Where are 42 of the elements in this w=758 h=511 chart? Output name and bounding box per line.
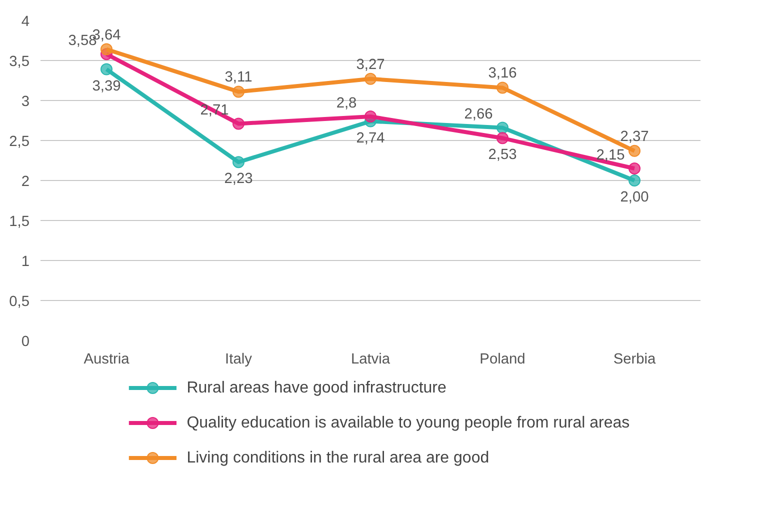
data-label: 2,37 — [620, 128, 649, 145]
data-label: 2,66 — [464, 106, 493, 123]
y-tick-label: 2 — [21, 174, 30, 190]
x-tick-label: Poland — [480, 352, 526, 368]
y-tick-label: 2,5 — [9, 134, 30, 150]
y-tick-label: 1,5 — [9, 214, 30, 230]
point — [496, 132, 508, 144]
legend-label: Rural areas have good infrastructure — [186, 380, 446, 396]
data-label: 3,27 — [356, 56, 385, 73]
data-label: 2,23 — [224, 171, 253, 188]
data-label: 3,16 — [488, 66, 517, 82]
x-tick-label: Italy — [225, 352, 253, 368]
point — [364, 110, 376, 122]
x-tick-label: Latvia — [350, 352, 391, 368]
point — [364, 72, 376, 85]
x-tick-label: Austria — [84, 352, 130, 368]
y-tick-label: 0,5 — [9, 294, 30, 310]
point — [628, 144, 640, 157]
data-label: 2,8 — [336, 96, 357, 112]
legend-label: Quality education is available to young people from rural areas — [186, 414, 630, 432]
y-tick-label: 4 — [21, 14, 30, 30]
point — [232, 156, 244, 168]
y-tick-label: 1 — [21, 254, 30, 270]
data-label: 2,15 — [596, 148, 625, 164]
point — [232, 118, 244, 130]
x-tick-label: Serbia — [613, 352, 657, 368]
legend-label: Living conditions in the rural area are good — [186, 450, 490, 466]
y-tick-label: 0 — [21, 334, 30, 350]
data-label: 3,39 — [92, 78, 121, 94]
data-label: 2,53 — [488, 147, 517, 164]
point — [628, 174, 640, 186]
point — [100, 63, 112, 76]
y-tick-label: 3,5 — [9, 54, 30, 70]
data-label: 2,74 — [356, 130, 385, 146]
point — [496, 82, 508, 94]
point — [496, 122, 508, 134]
point — [232, 86, 244, 98]
point — [628, 162, 640, 174]
data-label: 2,00 — [620, 190, 649, 206]
y-tick-label: 3 — [21, 94, 30, 110]
data-label: 3,11 — [224, 70, 252, 86]
point — [100, 43, 112, 56]
